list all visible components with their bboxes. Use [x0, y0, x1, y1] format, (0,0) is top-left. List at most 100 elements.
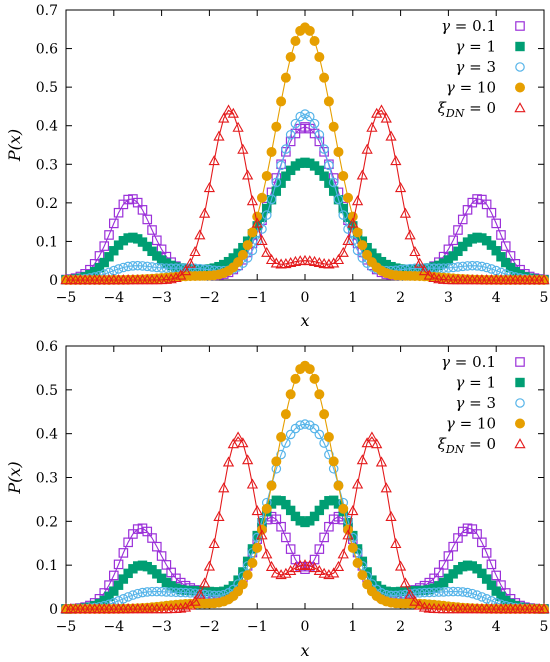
data-point	[222, 104, 235, 115]
data-point	[256, 234, 268, 245]
data-point	[285, 52, 296, 63]
data-point	[237, 249, 248, 260]
data-point	[404, 588, 416, 599]
data-point	[404, 229, 416, 240]
data-point	[118, 594, 129, 604]
data-point	[453, 246, 463, 256]
data-point	[104, 580, 114, 590]
data-point	[328, 121, 339, 132]
data-point	[399, 577, 412, 588]
y-tick-label: 0.3	[36, 157, 58, 173]
data-point	[375, 456, 388, 467]
data-point	[314, 129, 325, 140]
data-point	[189, 595, 201, 606]
data-point	[343, 192, 354, 203]
data-point	[319, 409, 330, 420]
y-tick-label: 0.5	[36, 80, 58, 96]
data-point	[276, 96, 287, 107]
data-point	[222, 456, 235, 467]
data-point	[328, 567, 340, 578]
data-point	[491, 570, 501, 581]
data-point	[276, 432, 287, 443]
data-point	[448, 586, 458, 597]
data-point	[108, 218, 119, 229]
data-point	[237, 437, 249, 448]
data-point	[99, 257, 109, 268]
data-point	[128, 590, 138, 600]
data-point	[428, 271, 440, 283]
data-point	[247, 227, 258, 238]
data-point	[390, 537, 402, 549]
data-point	[409, 245, 421, 257]
data-point	[457, 261, 468, 272]
legend-label: γ = 0.1	[441, 353, 496, 371]
data-point	[290, 118, 301, 129]
data-point	[328, 456, 339, 467]
series-3	[61, 109, 549, 285]
series-2	[61, 495, 549, 614]
data-point	[434, 587, 444, 597]
data-point	[429, 587, 439, 598]
data-point	[213, 510, 225, 521]
legend-label: γ = 1	[455, 38, 496, 56]
data-point	[414, 599, 426, 610]
data-point	[362, 249, 373, 260]
data-point	[275, 569, 287, 580]
data-point	[352, 227, 363, 238]
data-point	[409, 595, 421, 606]
data-point	[448, 235, 458, 246]
data-point	[281, 499, 291, 510]
data-point	[362, 579, 373, 590]
data-point	[276, 178, 286, 188]
data-point	[515, 41, 525, 52]
data-point	[313, 256, 325, 268]
data-point	[347, 217, 359, 228]
data-point	[280, 409, 291, 420]
data-point	[256, 192, 267, 203]
y-tick-label: 0.6	[36, 339, 58, 355]
data-point	[113, 580, 124, 590]
data-point	[276, 160, 286, 171]
data-point	[185, 588, 196, 598]
data-point	[198, 207, 211, 218]
data-point	[351, 478, 364, 489]
data-point	[385, 510, 397, 521]
data-point	[285, 544, 296, 554]
data-point	[477, 537, 487, 548]
data-point	[399, 207, 412, 218]
data-point	[142, 241, 152, 252]
data-point	[137, 587, 148, 598]
data-point	[371, 107, 383, 118]
x-axis-label: x	[300, 311, 309, 330]
data-point	[179, 265, 192, 276]
data-point	[443, 263, 454, 273]
data-point	[361, 437, 373, 448]
x-tick-label: −1	[247, 619, 268, 635]
data-point	[295, 111, 306, 122]
data-point	[380, 482, 392, 493]
data-point	[262, 203, 272, 214]
data-point	[338, 503, 349, 514]
data-point	[443, 551, 454, 561]
data-point	[281, 438, 291, 448]
y-tick-label: 0.5	[36, 383, 58, 399]
data-point	[486, 240, 497, 250]
data-point	[194, 588, 206, 599]
data-point	[319, 438, 329, 448]
data-point	[337, 246, 349, 257]
data-point	[366, 121, 378, 132]
data-point	[467, 588, 478, 599]
data-point	[357, 570, 368, 581]
data-point	[472, 590, 482, 600]
data-point	[514, 438, 526, 449]
data-point	[271, 177, 282, 188]
data-point	[443, 586, 454, 597]
chart-panel-1: −5 −4 −3 −2 −1 0 1 2 3 4 5 0 0.1 0.2 0.3 0.4 0.5 0.6 0.7 x P…	[5, 3, 550, 330]
data-point	[309, 423, 320, 434]
data-point	[113, 264, 124, 274]
y-axis-label: P(x)	[5, 461, 24, 494]
data-point	[242, 240, 253, 251]
data-point	[142, 261, 153, 272]
data-point	[328, 177, 339, 188]
